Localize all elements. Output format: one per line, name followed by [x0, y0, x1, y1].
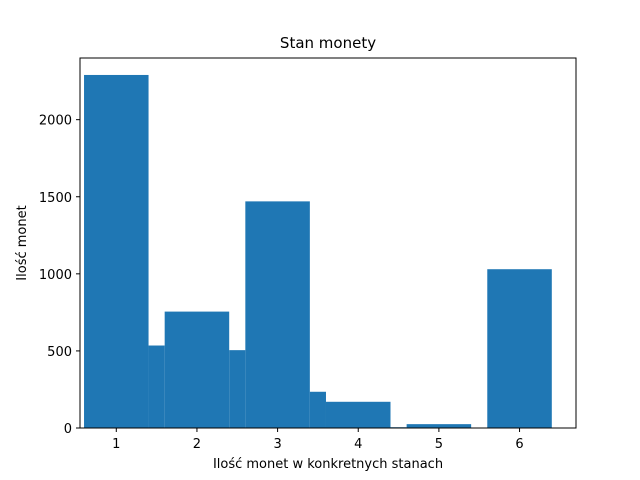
- x-tick-label: 5: [435, 437, 443, 452]
- bar-2: [148, 345, 165, 428]
- bar-7: [325, 401, 391, 428]
- y-tick-label: 2000: [39, 114, 72, 129]
- chart-title: Stan monety: [280, 34, 376, 52]
- x-tick-label: 4: [354, 437, 362, 452]
- x-tick-label: 2: [193, 437, 201, 452]
- plot-frame: [79, 57, 577, 429]
- bar-1: [84, 74, 149, 429]
- x-axis-label: Ilość monet w konkretnych stanach: [213, 457, 443, 472]
- y-tick-label: 1000: [39, 268, 72, 283]
- bar-3: [164, 311, 230, 428]
- y-tick-label: 1500: [39, 191, 72, 206]
- y-tick-label: 500: [47, 345, 72, 360]
- x-tick-label: 1: [112, 437, 120, 452]
- bar-9: [406, 424, 472, 428]
- bar-11: [487, 269, 552, 428]
- x-axis-ticks: 1 2 3 4 5 6: [112, 428, 524, 452]
- bar-5: [245, 201, 310, 428]
- bar-6: [309, 391, 326, 428]
- x-tick-label: 3: [273, 437, 281, 452]
- bars-group: [84, 74, 552, 429]
- bar-4: [229, 350, 246, 428]
- y-axis-ticks: 0 500 1000 1500 2000: [39, 114, 80, 437]
- y-axis-label: Ilość monet: [15, 205, 30, 280]
- y-tick-label: 0: [64, 422, 72, 437]
- x-tick-label: 6: [515, 437, 523, 452]
